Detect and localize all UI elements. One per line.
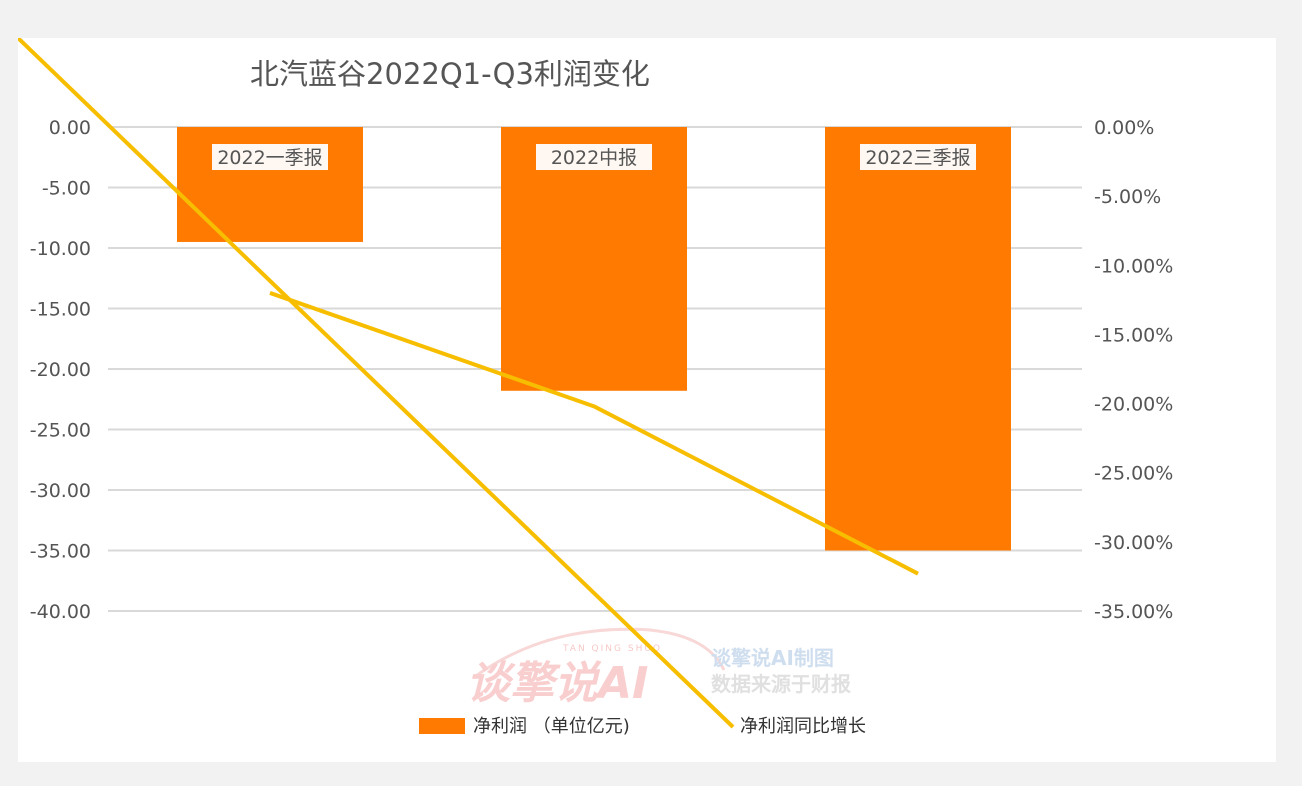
chart-title: 北汽蓝谷2022Q1-Q3利润变化 [250, 57, 650, 91]
right-tick-label: 0.00% [1094, 117, 1154, 139]
category-label-bg [212, 144, 328, 170]
legend-label-net-profit: 净利润 （单位亿元) [473, 716, 630, 737]
left-tick-label: -5.00 [42, 178, 91, 200]
left-tick-label: 0.00 [49, 117, 91, 139]
category-label: 2022三季报 [865, 147, 970, 169]
legend: 净利润 （单位亿元) 净利润同比增长 [18, 38, 866, 737]
line-series [269, 291, 919, 576]
category-labels: 2022一季报 2022中报 2022三季报 [212, 144, 976, 170]
watermark-arc-text: TAN QING SHUO [562, 644, 662, 654]
watermark-car-arc [472, 627, 726, 680]
right-tick-label: -25.00% [1094, 463, 1173, 485]
category-label: 2022中报 [551, 147, 637, 169]
bar-net-profit [825, 127, 1011, 551]
category-label-bg [536, 144, 652, 170]
left-tick-label: -35.00 [30, 541, 91, 563]
left-tick-label: -20.00 [30, 359, 91, 381]
right-tick-label: -5.00% [1094, 186, 1161, 208]
category-label-bg [860, 144, 976, 170]
watermark-line2: 数据来源于财报 [711, 672, 851, 696]
watermark-logo: 谈擎说AI [466, 658, 648, 709]
chart-panel: 北汽蓝谷2022Q1-Q3利润变化 0.00 -5.00 -10.00 -15.00 -… [18, 38, 1276, 762]
legend-label-growth: 净利润同比增长 [740, 716, 866, 737]
left-tick-label: -10.00 [30, 238, 91, 260]
legend-swatch-net-profit [419, 718, 465, 734]
right-tick-label: -30.00% [1094, 532, 1173, 554]
left-tick-label: -15.00 [30, 299, 91, 321]
category-label: 2022一季报 [217, 147, 322, 169]
left-tick-label: -30.00 [30, 480, 91, 502]
bar-net-profit [501, 127, 687, 391]
right-tick-label: -35.00% [1094, 601, 1173, 623]
watermark-line1: 谈擎说AI制图 [711, 646, 834, 670]
right-tick-label: -10.00% [1094, 255, 1173, 277]
chart-svg: 北汽蓝谷2022Q1-Q3利润变化 0.00 -5.00 -10.00 -15.00 -… [18, 38, 1173, 737]
left-tick-label: -25.00 [30, 420, 91, 442]
left-axis-ticks: 0.00 -5.00 -10.00 -15.00 -20.00 -25.00 -30.00 -… [30, 117, 91, 623]
watermark: TAN QING SHUO 谈擎说AI 谈擎说AI制图 数据来源于财报 [466, 627, 851, 709]
right-tick-label: -20.00% [1094, 394, 1173, 416]
right-tick-label: -15.00% [1094, 324, 1173, 346]
bar-series [177, 127, 1011, 551]
line-net-profit-growth [269, 291, 919, 576]
left-tick-label: -40.00 [30, 601, 91, 623]
right-axis-ticks: 0.00% -5.00% -10.00% -15.00% -20.00% -25.00% -… [1094, 117, 1173, 623]
legend-swatch-growth [18, 38, 735, 729]
